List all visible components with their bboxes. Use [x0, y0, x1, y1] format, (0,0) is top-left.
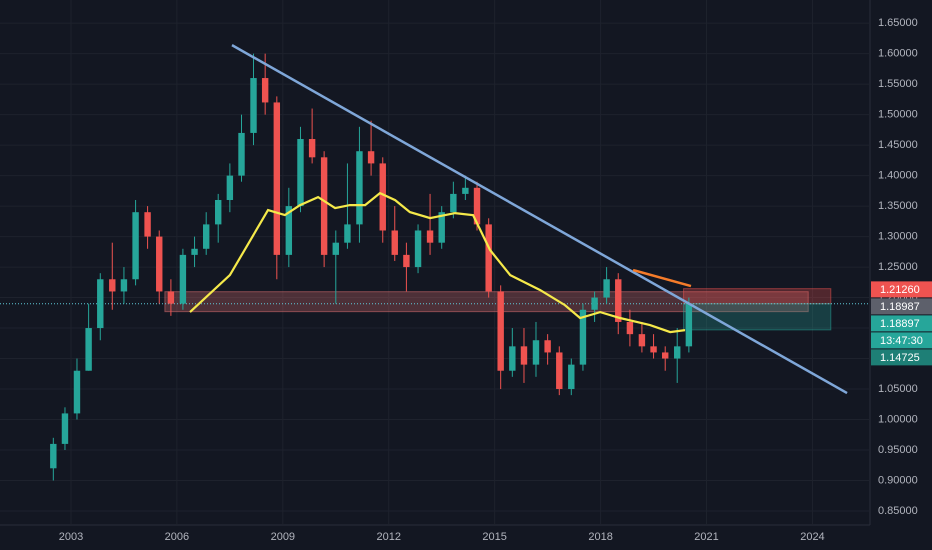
- y-tick-label: 1.60000: [878, 48, 918, 60]
- candle-body: [497, 291, 504, 371]
- candle-body: [662, 352, 669, 359]
- moving-average: [189, 191, 686, 334]
- candle-body: [462, 187, 469, 194]
- price-label-bg: [871, 298, 932, 315]
- candle-body: [426, 230, 434, 243]
- candle-body: [109, 279, 116, 292]
- y-tick-label: 1.50000: [878, 109, 918, 121]
- candle-body: [120, 279, 128, 292]
- candle-body: [132, 212, 139, 280]
- candle-body: [379, 163, 386, 231]
- candle-body: [167, 291, 175, 304]
- y-tick-label: 1.40000: [878, 170, 918, 182]
- candle-body: [238, 132, 245, 176]
- candle-body: [556, 352, 563, 390]
- candle-body: [591, 297, 598, 310]
- candle-body: [215, 200, 222, 225]
- price-label: 1.18897: [880, 318, 920, 330]
- x-tick-label: 2006: [165, 531, 189, 543]
- candle-body: [391, 230, 398, 255]
- candle-body: [179, 254, 187, 304]
- countdown: 13:47:30: [880, 335, 923, 347]
- candle-body: [156, 236, 163, 292]
- candle-body: [332, 242, 339, 255]
- candle-body: [367, 151, 375, 164]
- candle-body: [544, 340, 551, 353]
- candle-body: [626, 321, 634, 335]
- y-tick-label: 1.30000: [878, 230, 918, 242]
- y-tick-label: 0.95000: [878, 444, 918, 456]
- zone: [683, 303, 832, 331]
- y-tick-label: 0.90000: [878, 474, 918, 486]
- zone: [683, 288, 832, 305]
- candle-body: [191, 248, 198, 255]
- candle-body: [273, 102, 281, 255]
- x-tick-label: 2003: [59, 531, 83, 543]
- x-tick-label: 2015: [482, 531, 506, 543]
- candle-body: [638, 334, 646, 347]
- countdown-bg: [871, 332, 932, 349]
- candle-body: [603, 279, 610, 298]
- x-tick-label: 2024: [800, 531, 824, 543]
- x-tick-label: 2018: [588, 531, 612, 543]
- candle-body: [438, 212, 445, 243]
- candle-body: [450, 193, 457, 213]
- price-label-bg: [871, 349, 932, 366]
- candle-body: [356, 151, 363, 225]
- x-tick-label: 2009: [271, 531, 295, 543]
- candle-body: [261, 78, 269, 103]
- y-tick-label: 1.65000: [878, 17, 918, 29]
- price-label: 1.14725: [880, 352, 920, 364]
- y-tick-label: 1.35000: [878, 200, 918, 212]
- candle-body: [403, 254, 410, 268]
- price-label: 1.18987: [880, 301, 920, 313]
- candle-body: [485, 224, 492, 292]
- candle-body: [297, 139, 304, 207]
- candle-body: [568, 364, 575, 390]
- candle-body: [414, 230, 422, 268]
- candle-body: [685, 303, 693, 347]
- candle-body: [308, 139, 316, 158]
- candle-body: [532, 340, 540, 365]
- y-tick-label: 1.05000: [878, 383, 918, 395]
- trend-line: [632, 268, 692, 288]
- candle-body: [97, 279, 104, 329]
- trend-line: [231, 44, 848, 395]
- price-label-bg: [871, 281, 932, 298]
- candle-body: [509, 346, 516, 371]
- price-label: 1.21260: [880, 284, 920, 296]
- candle-body: [344, 224, 351, 243]
- zone: [164, 291, 809, 313]
- candle-body: [73, 370, 81, 414]
- x-tick-label: 2012: [377, 531, 401, 543]
- y-tick-label: 0.85000: [878, 505, 918, 517]
- candle-body: [473, 187, 481, 225]
- x-tick-label: 2021: [694, 531, 718, 543]
- y-tick-label: 1.00000: [878, 413, 918, 425]
- candle-body: [320, 157, 328, 255]
- candle-body: [144, 212, 151, 237]
- candle-body: [520, 346, 528, 365]
- y-tick-label: 1.45000: [878, 139, 918, 151]
- candle-body: [674, 346, 681, 359]
- candle-body: [50, 443, 57, 469]
- candle-body: [226, 175, 234, 200]
- y-tick-label: 1.25000: [878, 261, 918, 273]
- candle-body: [202, 224, 210, 249]
- candle-body: [85, 328, 92, 371]
- candle-body: [285, 206, 293, 255]
- candle-body: [615, 279, 622, 322]
- price-label-bg: [871, 315, 932, 332]
- candle-body: [61, 413, 69, 444]
- candle-body: [579, 309, 587, 365]
- candle-body: [650, 346, 657, 353]
- y-tick-label: 1.55000: [878, 78, 918, 90]
- candle-body: [250, 78, 257, 133]
